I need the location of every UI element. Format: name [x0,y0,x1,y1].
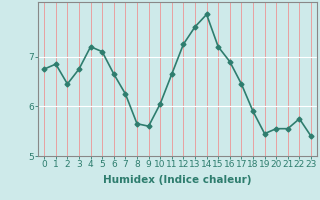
X-axis label: Humidex (Indice chaleur): Humidex (Indice chaleur) [103,175,252,185]
